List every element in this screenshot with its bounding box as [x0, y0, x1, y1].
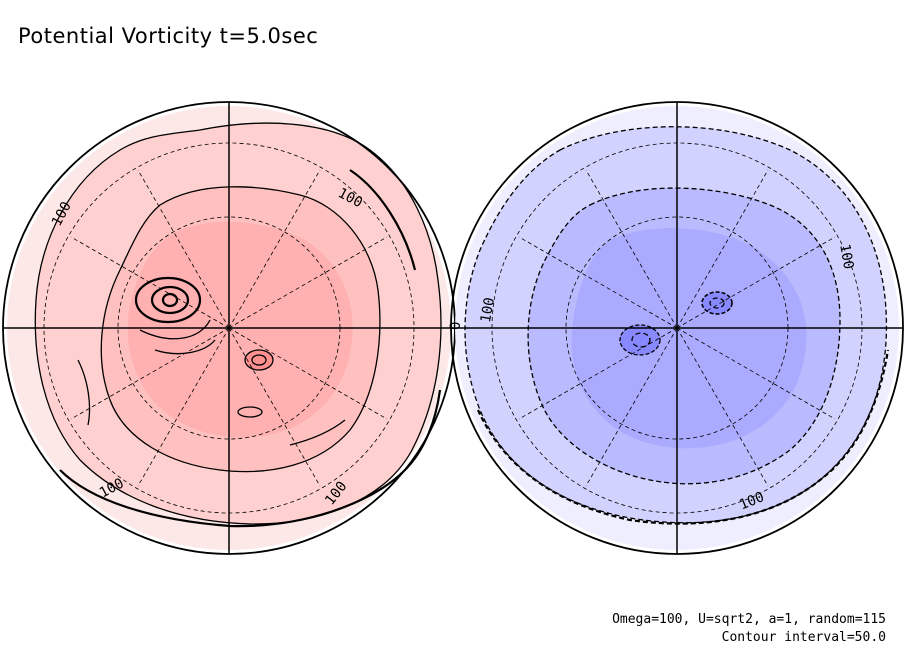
south-label-zero: 0: [448, 322, 464, 330]
north-streak: [77, 359, 91, 426]
north-hemisphere: 100 100 100 100: [2, 101, 456, 555]
south-contour-edge: [476, 349, 890, 525]
contour-interval-text: Contour interval=50.0: [721, 630, 886, 645]
south-label-left: 100: [478, 296, 498, 324]
south-contour-mid: [527, 187, 841, 485]
south-hemisphere: 100 100 100 0: [448, 101, 904, 555]
north-contour-mid: [100, 186, 381, 473]
north-inner-fill: [127, 221, 353, 438]
south-vortex: [619, 291, 733, 356]
north-vortex: [134, 276, 216, 355]
plot-title: Potential Vorticity t=5.0sec: [18, 24, 319, 48]
north-streak2: [289, 419, 346, 446]
south-label-right: 100: [836, 243, 856, 271]
north-contour-edge2: [349, 169, 417, 271]
north-small-vortex: [237, 349, 274, 418]
parameters-text: Omega=100, U=sqrt2, a=1, random=115: [612, 612, 886, 627]
south-inner-fill: [571, 228, 807, 449]
